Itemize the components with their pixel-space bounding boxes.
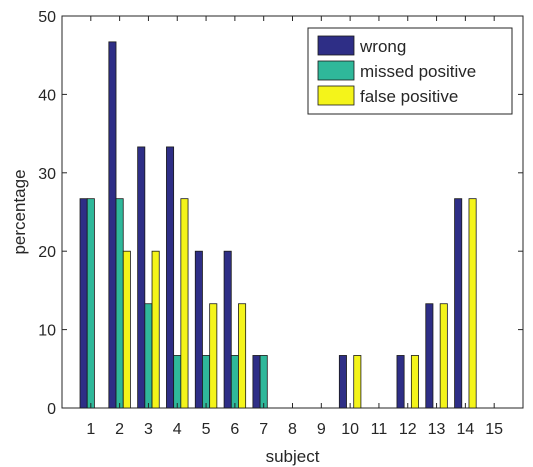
y-axis-ticks: 0 10 20 30 40 50 (38, 9, 523, 418)
legend-label: false positive (360, 87, 458, 106)
y-axis-label: percentage (10, 169, 29, 254)
x-tick-label: 9 (317, 421, 326, 438)
bar-wrong-6 (223, 250, 232, 409)
x-tick-label: 6 (230, 421, 239, 438)
legend-swatch (317, 85, 355, 106)
legend-label: missed positive (360, 62, 476, 81)
bar-missed-positive-4 (173, 355, 182, 409)
legend-swatch (317, 35, 355, 56)
bar-wrong-5 (194, 250, 203, 409)
bar-wrong-10 (338, 355, 347, 409)
x-tick-label: 11 (371, 421, 388, 438)
bar-wrong-7 (252, 355, 261, 409)
x-tick-label: 10 (341, 421, 359, 438)
bar-false-positive-2 (122, 250, 131, 409)
bar-wrong-1 (79, 198, 88, 409)
bar-false-positive-13 (439, 303, 448, 409)
legend-swatch (317, 60, 355, 81)
bar-wrong-2 (108, 41, 117, 409)
bar-wrong-12 (396, 355, 405, 409)
bar-false-positive-4 (180, 198, 189, 409)
bar-missed-positive-1 (86, 198, 95, 409)
x-tick-label: 8 (288, 421, 297, 438)
x-axis-label: subject (266, 447, 320, 466)
bar-false-positive-3 (151, 250, 160, 409)
bar-false-positive-5 (209, 303, 218, 409)
y-tick-label: 10 (38, 323, 56, 340)
bar-wrong-3 (137, 146, 146, 409)
x-tick-label: 7 (259, 421, 268, 438)
x-tick-label: 2 (115, 421, 124, 438)
x-tick-label: 4 (173, 421, 182, 438)
y-tick-label: 50 (38, 9, 56, 26)
x-tick-label: 14 (456, 421, 474, 438)
y-tick-label: 0 (47, 401, 56, 418)
bar-false-positive-12 (410, 355, 419, 409)
x-tick-label: 12 (399, 421, 417, 438)
bar-missed-positive-6 (230, 355, 239, 409)
bar-missed-positive-5 (202, 355, 211, 409)
legend: wrong missed positive false positive (307, 27, 513, 115)
bar-false-positive-14 (468, 198, 477, 409)
bars (79, 41, 477, 409)
bar-false-positive-10 (353, 355, 362, 409)
y-tick-label: 40 (38, 87, 56, 104)
x-tick-label: 13 (428, 421, 446, 438)
x-axis-ticks: 1 2 3 4 5 6 7 8 9 10 11 12 13 14 15 (86, 16, 503, 438)
x-tick-label: 5 (202, 421, 211, 438)
x-tick-label: 1 (86, 421, 95, 438)
y-tick-label: 20 (38, 244, 56, 261)
y-tick-label: 30 (38, 166, 56, 183)
bar-missed-positive-2 (115, 198, 124, 409)
bar-missed-positive-3 (144, 303, 153, 409)
x-tick-label: 3 (144, 421, 153, 438)
x-tick-label: 15 (485, 421, 503, 438)
bar-false-positive-6 (238, 303, 247, 409)
legend-label: wrong (359, 37, 406, 56)
bar-wrong-4 (166, 146, 175, 409)
bar-wrong-13 (425, 303, 434, 409)
bar-missed-positive-7 (259, 355, 268, 409)
bar-wrong-14 (454, 198, 463, 409)
